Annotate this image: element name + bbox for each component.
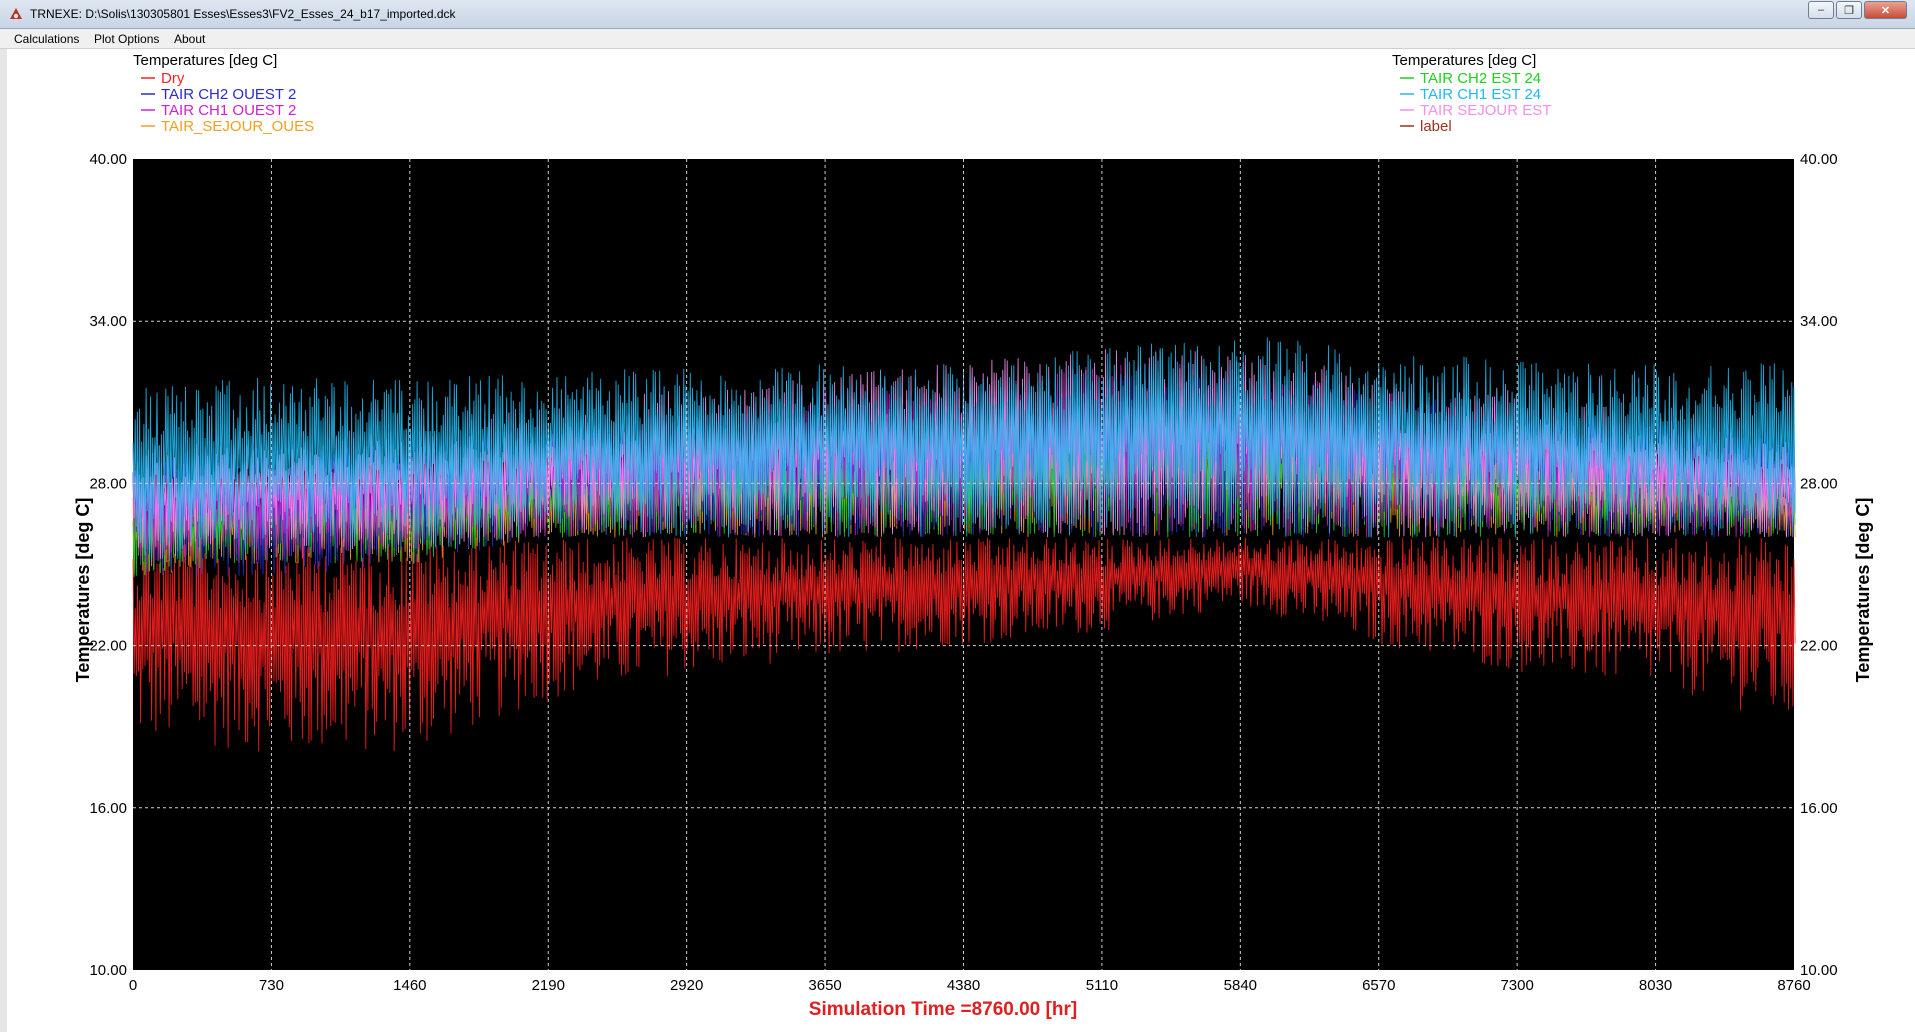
minimize-button[interactable]: – xyxy=(1808,1,1834,19)
x-tick-label: 3650 xyxy=(808,977,841,994)
minimize-icon: – xyxy=(1817,4,1825,16)
legend-entry: TAIR CH2 OUEST 2 xyxy=(161,86,296,103)
x-tick-label: 8030 xyxy=(1639,977,1672,994)
x-tick-label: 8760 xyxy=(1777,977,1810,994)
legend-right-header: Temperatures [deg C] xyxy=(1392,52,1536,69)
grid-lines xyxy=(133,159,1794,970)
series-trace xyxy=(132,337,1796,561)
menu-bar: Calculations Plot Options About xyxy=(0,29,1915,49)
x-tick-label: 7300 xyxy=(1500,977,1533,994)
menu-calculations[interactable]: Calculations xyxy=(14,32,80,46)
y-axis-label-left: Temperatures [deg C] xyxy=(73,498,93,683)
x-axis-ticks: 0 730 1460 2190 2920 3650 4380 5110 5840 6570 7300… xyxy=(129,977,1811,994)
legend-entry: TAIR CH1 EST 24 xyxy=(1420,86,1541,103)
menu-about[interactable]: About xyxy=(174,32,206,46)
series-trace xyxy=(132,537,1796,752)
x-tick-label: 4380 xyxy=(947,977,980,994)
x-tick-label: 5110 xyxy=(1086,977,1118,994)
y-tick-label-left: 10.00 xyxy=(89,962,127,979)
y-tick-label-right: 10.00 xyxy=(1800,962,1838,979)
y-tick-label-left: 28.00 xyxy=(89,475,127,492)
x-tick-label: 2190 xyxy=(532,977,565,994)
y-axis-ticks: 10.00 10.00 16.00 16.00 22.00 22.00 28.00 28.00… xyxy=(89,151,1837,979)
app-icon xyxy=(10,8,22,19)
legend-entry: Dry xyxy=(161,70,185,87)
y-tick-label-right: 34.00 xyxy=(1800,313,1838,330)
legend-entry: label xyxy=(1420,118,1452,135)
y-tick-label-right: 22.00 xyxy=(1800,638,1838,655)
x-tick-label: 730 xyxy=(259,977,284,994)
x-axis-label: Simulation Time =8760.00 [hr] xyxy=(809,999,1077,1020)
legend-entry: TAIR CH2 EST 24 xyxy=(1420,70,1541,87)
restore-icon: ❐ xyxy=(1844,4,1854,17)
y-tick-label-left: 22.00 xyxy=(89,638,127,655)
y-axis-label-right: Temperatures [deg C] xyxy=(1853,498,1873,683)
y-tick-label-left: 34.00 xyxy=(89,313,127,330)
x-tick-label: 2920 xyxy=(670,977,703,994)
y-tick-label-right: 28.00 xyxy=(1800,475,1838,492)
y-tick-label-right: 40.00 xyxy=(1800,151,1838,168)
maximize-button[interactable]: ❐ xyxy=(1836,1,1862,19)
x-tick-label: 6570 xyxy=(1362,977,1395,994)
legend-left-header: Temperatures [deg C] xyxy=(133,52,277,69)
plot-background xyxy=(133,159,1794,970)
plot-area: Temperatures [deg C] Dry TAIR CH2 OUEST 2… xyxy=(0,49,1915,1032)
title-bar: TRNEXE: D:\Solis\130305801 Esses\Esses3\… xyxy=(0,0,1915,29)
window-title: TRNEXE: D:\Solis\130305801 Esses\Esses3\… xyxy=(30,7,456,21)
x-tick-label: 0 xyxy=(129,977,137,994)
close-icon: ✕ xyxy=(1880,4,1891,17)
x-tick-label: 5840 xyxy=(1224,977,1257,994)
y-tick-label-left: 40.00 xyxy=(89,151,127,168)
legend-entry: TAIR SEJOUR EST xyxy=(1420,102,1551,119)
y-tick-label-left: 16.00 xyxy=(89,800,127,817)
menu-plot-options[interactable]: Plot Options xyxy=(94,32,160,46)
x-tick-label: 1460 xyxy=(393,977,426,994)
close-button[interactable]: ✕ xyxy=(1864,1,1907,19)
y-tick-label-right: 16.00 xyxy=(1800,800,1838,817)
legend-entry: TAIR CH1 OUEST 2 xyxy=(161,102,296,119)
legend-entry: TAIR_SEJOUR_OUES xyxy=(161,118,314,135)
